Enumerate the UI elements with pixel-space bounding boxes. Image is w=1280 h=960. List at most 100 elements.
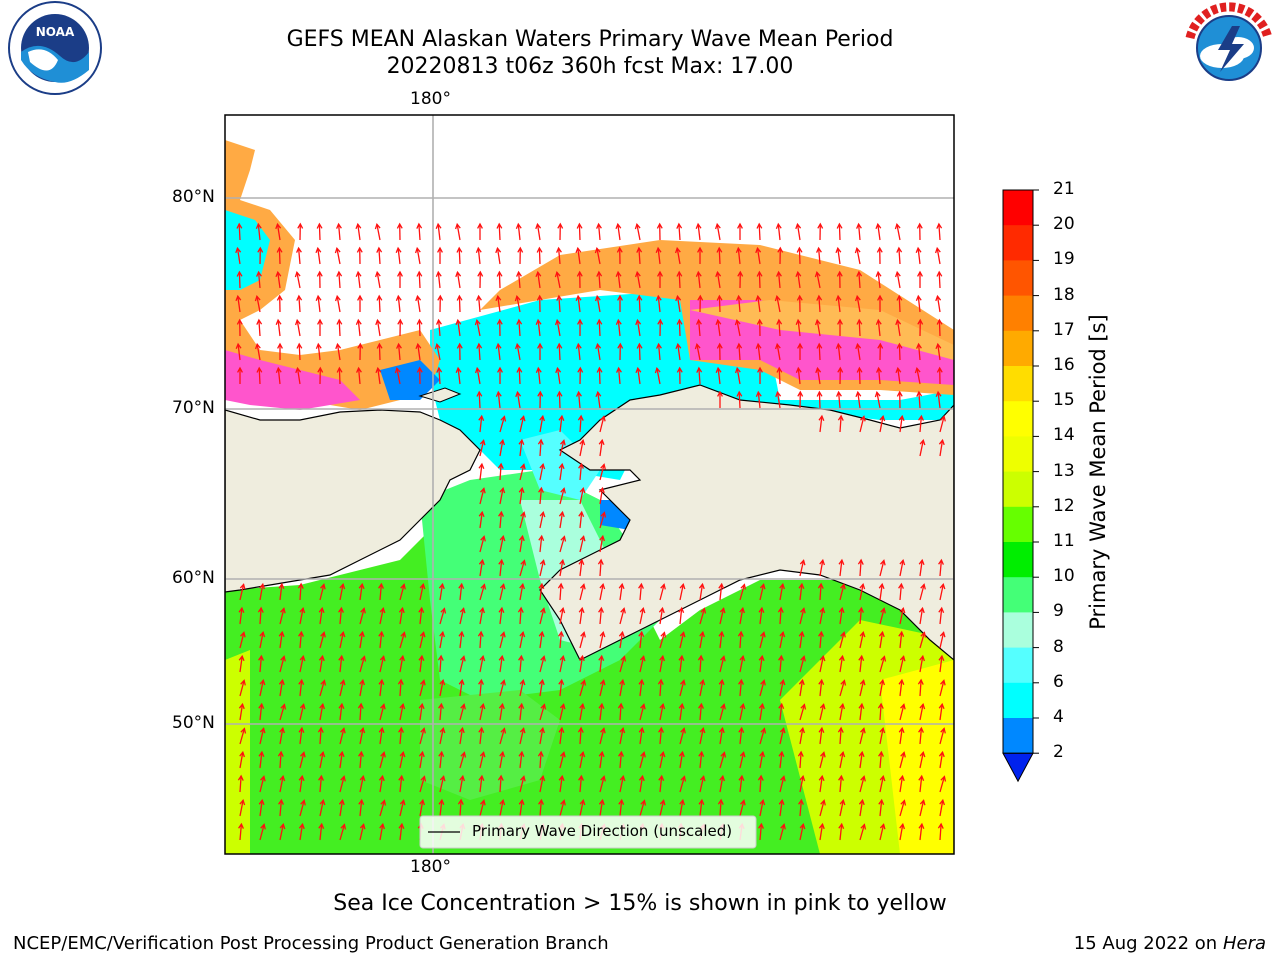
wave-direction-arrowhead bbox=[240, 631, 246, 638]
wave-direction-arrowhead bbox=[840, 631, 846, 638]
wave-direction-arrowhead bbox=[675, 294, 682, 302]
wave-direction-arrowhead bbox=[759, 798, 766, 806]
wave-direction-arrowhead bbox=[598, 438, 605, 446]
colorbar-tick-label: 20 bbox=[1053, 214, 1075, 235]
wave-direction-arrowhead bbox=[659, 702, 666, 710]
wave-direction-arrowhead bbox=[760, 679, 766, 686]
wave-direction-arrowhead bbox=[236, 318, 243, 325]
wave-direction-arrowhead bbox=[836, 390, 842, 397]
wave-direction-arrowhead bbox=[359, 678, 366, 686]
wave-direction-arrow bbox=[816, 272, 821, 289]
wave-direction-arrowhead bbox=[340, 727, 346, 734]
wave-direction-arrowhead bbox=[640, 703, 646, 710]
wave-direction-arrowhead bbox=[620, 607, 626, 614]
wave-direction-arrowhead bbox=[498, 558, 505, 565]
wave-direction-arrow bbox=[239, 680, 245, 697]
wave-direction-arrow bbox=[519, 656, 523, 673]
wave-direction-arrowhead bbox=[416, 318, 423, 325]
wave-direction-arrowhead bbox=[438, 750, 445, 757]
wave-direction-arrow bbox=[336, 248, 341, 265]
wave-direction-arrowhead bbox=[277, 342, 283, 349]
wave-direction-arrow bbox=[818, 391, 821, 409]
wave-direction-arrow bbox=[799, 751, 802, 769]
wave-direction-arrow bbox=[339, 656, 343, 673]
wave-direction-arrowhead bbox=[420, 679, 426, 686]
wave-direction-arrowhead bbox=[800, 607, 806, 614]
wave-direction-arrow bbox=[678, 223, 681, 241]
wave-direction-arrow bbox=[599, 680, 605, 697]
wave-direction-arrow bbox=[859, 776, 865, 793]
wave-direction-arrow bbox=[279, 728, 284, 745]
wave-direction-arrow bbox=[498, 271, 501, 289]
wave-direction-arrowhead bbox=[558, 678, 565, 685]
wave-direction-arrowhead bbox=[600, 511, 607, 518]
wave-direction-arrow bbox=[899, 608, 904, 625]
wave-direction-arrow bbox=[719, 656, 725, 673]
wave-direction-arrowhead bbox=[618, 582, 625, 590]
wave-direction-arrowhead bbox=[638, 726, 645, 734]
wave-direction-arrowhead bbox=[439, 678, 446, 686]
wave-direction-arrow bbox=[899, 656, 905, 673]
wave-direction-arrowhead bbox=[876, 366, 882, 373]
wave-direction-arrowhead bbox=[939, 798, 946, 806]
wave-direction-arrow bbox=[899, 752, 905, 769]
wave-direction-arrowhead bbox=[917, 270, 923, 277]
wave-direction-arrow bbox=[559, 656, 564, 673]
wave-direction-arrowhead bbox=[635, 318, 642, 326]
wave-direction-arrow bbox=[277, 320, 281, 337]
wave-direction-arrow bbox=[639, 584, 643, 601]
wave-direction-arrow bbox=[479, 631, 482, 649]
wave-direction-arrow bbox=[399, 704, 404, 721]
wave-direction-arrowhead bbox=[397, 270, 403, 277]
wave-direction-arrowhead bbox=[460, 703, 466, 710]
wave-direction-arrowhead bbox=[919, 750, 926, 758]
wave-direction-arrowhead bbox=[398, 606, 405, 614]
wave-direction-arrowhead bbox=[397, 318, 404, 325]
wave-direction-arrow bbox=[619, 584, 623, 601]
wave-direction-arrowhead bbox=[900, 703, 906, 710]
wave-direction-arrow bbox=[397, 344, 401, 361]
wave-direction-arrow bbox=[819, 416, 823, 433]
wave-direction-arrowhead bbox=[800, 703, 807, 710]
wave-direction-arrow bbox=[896, 320, 901, 337]
wave-direction-arrowhead bbox=[474, 318, 481, 326]
wave-direction-arrowhead bbox=[275, 318, 282, 326]
wave-direction-arrowhead bbox=[557, 582, 564, 589]
wave-direction-arrow bbox=[839, 680, 846, 697]
wave-direction-arrow bbox=[519, 752, 523, 769]
wave-direction-arrowhead bbox=[739, 654, 746, 662]
wave-direction-arrow bbox=[439, 608, 446, 625]
wave-direction-arrow bbox=[579, 464, 583, 481]
wave-direction-arrowhead bbox=[259, 678, 266, 686]
wave-direction-arrow bbox=[339, 800, 344, 817]
wave-direction-arrowhead bbox=[298, 774, 305, 782]
wave-direction-arrowhead bbox=[856, 318, 863, 325]
wave-direction-arrowhead bbox=[294, 318, 301, 326]
wave-direction-arrow bbox=[439, 728, 444, 745]
wave-direction-arrow bbox=[819, 776, 823, 793]
wave-direction-arrow bbox=[519, 464, 525, 481]
wave-direction-arrowhead bbox=[780, 775, 786, 782]
wave-direction-arrowhead bbox=[898, 678, 905, 686]
wave-direction-arrowhead bbox=[798, 582, 805, 590]
wave-direction-arrow bbox=[479, 584, 486, 601]
wave-direction-arrowhead bbox=[939, 631, 946, 638]
wave-direction-arrowhead bbox=[320, 631, 326, 638]
wave-direction-arrowhead bbox=[615, 318, 622, 325]
wave-direction-arrowhead bbox=[657, 318, 664, 325]
wave-direction-arrow bbox=[339, 632, 344, 649]
wave-direction-arrow bbox=[919, 752, 924, 769]
wave-direction-arrowhead bbox=[640, 799, 647, 806]
wave-direction-arrowhead bbox=[239, 798, 246, 806]
wave-direction-arrow bbox=[539, 439, 542, 457]
wave-direction-arrow bbox=[339, 584, 344, 601]
wave-direction-arrow bbox=[517, 224, 521, 241]
wave-direction-arrow bbox=[856, 296, 861, 313]
wave-direction-arrow bbox=[416, 296, 421, 313]
wave-direction-arrowhead bbox=[919, 799, 926, 806]
wave-direction-arrowhead bbox=[378, 630, 385, 637]
wave-direction-arrow bbox=[497, 344, 501, 361]
wave-direction-arrow bbox=[739, 800, 745, 817]
wave-direction-arrowhead bbox=[758, 606, 765, 614]
wave-direction-arrowhead bbox=[317, 318, 323, 325]
